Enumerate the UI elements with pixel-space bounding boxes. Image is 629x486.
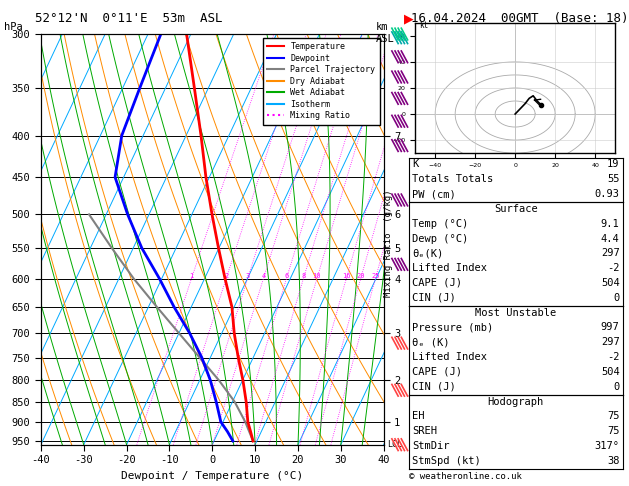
Text: 19: 19 — [607, 159, 620, 170]
Text: StmDir: StmDir — [412, 441, 450, 451]
Text: ASL: ASL — [376, 34, 395, 44]
Text: StmSpd (kt): StmSpd (kt) — [412, 456, 481, 466]
Text: 6: 6 — [284, 273, 289, 279]
Text: LCL: LCL — [387, 440, 402, 449]
Text: Dewp (°C): Dewp (°C) — [412, 233, 468, 243]
Text: θₑ (K): θₑ (K) — [412, 337, 450, 347]
Text: 297: 297 — [601, 337, 620, 347]
Text: 317°: 317° — [594, 441, 620, 451]
Text: 2: 2 — [224, 273, 228, 279]
Text: 10: 10 — [313, 273, 321, 279]
Text: CAPE (J): CAPE (J) — [412, 367, 462, 377]
Text: CAPE (J): CAPE (J) — [412, 278, 462, 288]
Text: 997: 997 — [601, 322, 620, 332]
Text: Hodograph: Hodograph — [487, 397, 544, 407]
Text: CIN (J): CIN (J) — [412, 293, 456, 303]
Text: 297: 297 — [601, 248, 620, 259]
Text: 75: 75 — [607, 411, 620, 421]
X-axis label: Dewpoint / Temperature (°C): Dewpoint / Temperature (°C) — [121, 470, 303, 481]
Text: 16: 16 — [342, 273, 350, 279]
Text: 52°12'N  0°11'E  53m  ASL: 52°12'N 0°11'E 53m ASL — [35, 12, 222, 25]
Text: 55: 55 — [607, 174, 620, 184]
Text: Surface: Surface — [494, 204, 538, 214]
Text: Lifted Index: Lifted Index — [412, 352, 487, 362]
Text: 504: 504 — [601, 367, 620, 377]
Text: kt: kt — [419, 21, 428, 30]
Text: 16.04.2024  00GMT  (Base: 18): 16.04.2024 00GMT (Base: 18) — [411, 12, 628, 25]
Text: PW (cm): PW (cm) — [412, 189, 456, 199]
Text: 504: 504 — [601, 278, 620, 288]
Text: hPa: hPa — [4, 22, 23, 32]
Text: 75: 75 — [607, 426, 620, 436]
Text: Mixing Ratio  (g/kg): Mixing Ratio (g/kg) — [384, 189, 393, 297]
Text: K: K — [412, 159, 418, 170]
Text: ▶: ▶ — [404, 12, 414, 25]
Text: © weatheronline.co.uk: © weatheronline.co.uk — [409, 472, 521, 481]
Text: 20: 20 — [357, 273, 365, 279]
Text: 9.1: 9.1 — [601, 219, 620, 229]
Text: 3: 3 — [245, 273, 250, 279]
Text: Totals Totals: Totals Totals — [412, 174, 493, 184]
Text: 1: 1 — [189, 273, 194, 279]
Text: θₑ(K): θₑ(K) — [412, 248, 443, 259]
Text: 0: 0 — [613, 293, 620, 303]
Text: Lifted Index: Lifted Index — [412, 263, 487, 273]
Legend: Temperature, Dewpoint, Parcel Trajectory, Dry Adiabat, Wet Adiabat, Isotherm, Mi: Temperature, Dewpoint, Parcel Trajectory… — [263, 38, 379, 124]
Text: 4.4: 4.4 — [601, 233, 620, 243]
Text: 25: 25 — [371, 273, 380, 279]
Text: SREH: SREH — [412, 426, 437, 436]
Text: 38: 38 — [607, 456, 620, 466]
Text: Pressure (mb): Pressure (mb) — [412, 322, 493, 332]
Text: Temp (°C): Temp (°C) — [412, 219, 468, 229]
Text: km: km — [376, 22, 389, 32]
Text: 0.93: 0.93 — [594, 189, 620, 199]
Text: Most Unstable: Most Unstable — [475, 308, 557, 318]
Text: 0: 0 — [613, 382, 620, 392]
Text: EH: EH — [412, 411, 425, 421]
Text: -2: -2 — [607, 263, 620, 273]
Text: 8: 8 — [301, 273, 306, 279]
Text: 4: 4 — [261, 273, 265, 279]
Text: CIN (J): CIN (J) — [412, 382, 456, 392]
Text: -2: -2 — [607, 352, 620, 362]
